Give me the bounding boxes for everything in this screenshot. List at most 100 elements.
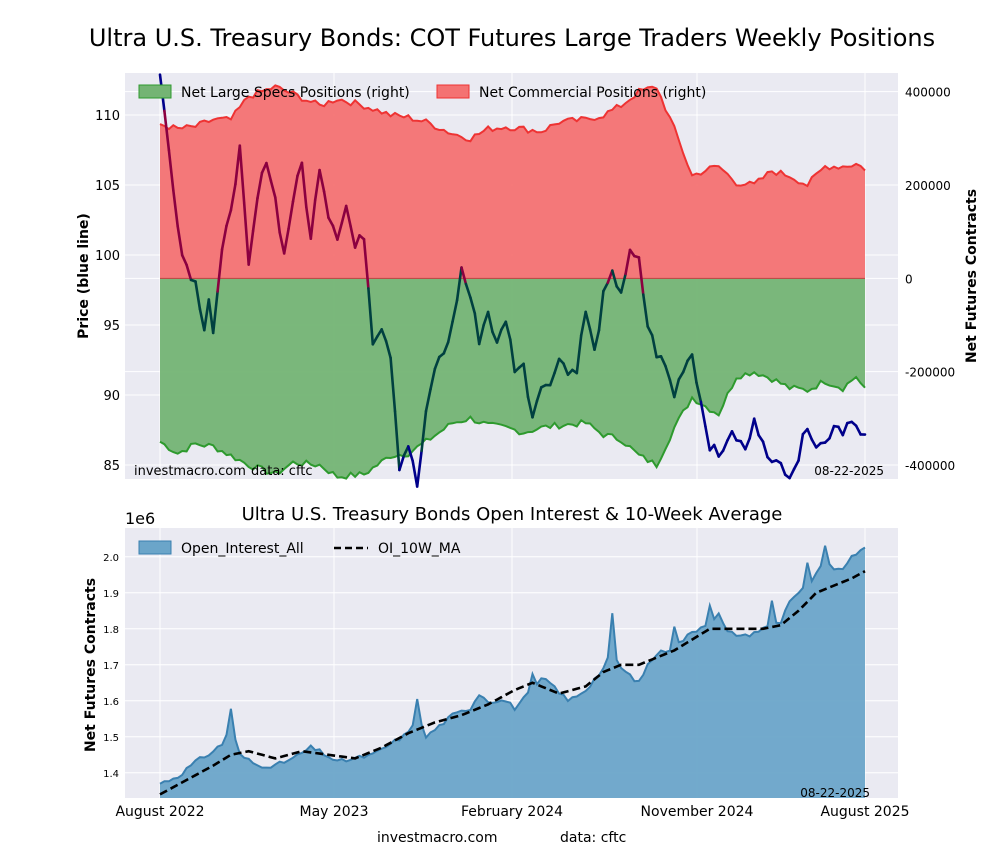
price-segment	[406, 445, 415, 463]
price-segment	[353, 234, 361, 249]
oi-tick-label: 1.6	[103, 697, 119, 708]
price-segment	[185, 263, 193, 282]
price-segment	[176, 225, 184, 257]
oi-tick-label: 1.4	[103, 769, 119, 780]
price-segment	[464, 282, 472, 299]
price-segment	[420, 409, 428, 453]
price-segment	[486, 310, 494, 334]
price-segment	[806, 427, 814, 441]
bottom-offset-text: 1e6	[125, 509, 155, 528]
legend-commercial-swatch	[436, 84, 470, 99]
bottom-panel: Ultra U.S. Treasury Bonds Open Interest …	[83, 504, 910, 820]
top-right-axis-label: Net Futures Contracts	[964, 189, 980, 363]
bottom-series	[159, 545, 866, 798]
oi-tick-label: 1.9	[103, 589, 119, 600]
price-segment	[318, 168, 326, 193]
price-segment	[730, 429, 738, 442]
open-interest-area	[160, 545, 865, 798]
bottom-left-ticks: 1.4 1.5 1.6 1.7 1.8 1.9 2.0	[103, 553, 119, 780]
price-segment	[455, 266, 463, 302]
price-segment	[340, 204, 348, 225]
price-segment	[619, 272, 627, 294]
price-segment	[593, 328, 601, 352]
price-segment	[216, 247, 224, 293]
price-segment	[384, 339, 392, 360]
date-tick-label: February 2024	[461, 804, 563, 820]
price-segment	[535, 385, 543, 403]
date-tick-label: November 2024	[641, 804, 754, 820]
price-tick-label: 110	[95, 109, 120, 124]
oi-tick-label: 2.0	[103, 553, 119, 564]
price-tick-label: 85	[103, 459, 120, 474]
price-segment	[273, 196, 282, 234]
price-segment	[788, 467, 796, 480]
price-segment	[282, 227, 290, 255]
oi-tick-label: 1.7	[103, 661, 119, 672]
price-segment	[469, 296, 477, 315]
price-segment	[389, 356, 397, 413]
price-segment	[211, 290, 219, 335]
price-segment	[167, 148, 175, 192]
legend-oi-swatch	[138, 540, 172, 555]
price-segment	[393, 409, 401, 472]
price-segment	[172, 188, 179, 228]
price-segment	[291, 174, 299, 203]
legend-oi-label: Open_Interest_All	[181, 541, 304, 557]
price-segment	[646, 325, 654, 337]
price-segment	[757, 433, 765, 443]
contracts-tick-label: 0	[905, 272, 913, 286]
price-segment	[690, 353, 698, 385]
price-segment	[446, 320, 454, 344]
price-segment	[664, 364, 672, 382]
date-tick-label: August 2022	[115, 804, 204, 820]
price-segment	[203, 298, 211, 332]
oi-10w-ma-line	[159, 570, 866, 796]
price-segment	[668, 378, 676, 399]
price-segment	[415, 449, 423, 488]
legend-specs-label: Net Large Specs Positions (right)	[181, 85, 410, 101]
price-segment	[229, 183, 237, 212]
price-segment	[331, 224, 339, 241]
price-segment	[712, 443, 721, 458]
price-segment	[344, 204, 353, 228]
price-segment	[641, 293, 650, 328]
price-segment	[362, 237, 370, 290]
price-segment	[238, 144, 246, 205]
price-segment	[367, 287, 375, 346]
price-segment	[429, 367, 437, 391]
price-segment	[752, 417, 760, 437]
price-segment	[433, 355, 441, 371]
price-segment	[451, 298, 459, 323]
price-segment	[398, 454, 406, 472]
top-panel: 85 90 95 100 105 110 -400000 -200000 0 200000 400…	[76, 73, 980, 488]
specs-line	[159, 371, 866, 480]
bottom-axis-label: Net Futures Contracts	[83, 578, 99, 752]
price-segment	[225, 208, 233, 228]
top-left-axis-label: Price (blue line)	[76, 213, 92, 339]
contracts-tick-label: -200000	[905, 366, 955, 380]
price-segment	[309, 198, 317, 240]
price-segment	[371, 335, 379, 346]
price-tick-label: 95	[103, 319, 120, 334]
oi-tick-label: 1.5	[103, 733, 119, 744]
date-tick-label: May 2023	[299, 804, 368, 820]
price-segment	[548, 371, 556, 387]
price-segment	[380, 328, 388, 343]
top-right-ticks: -400000 -200000 0 200000 400000	[905, 86, 955, 473]
price-segment	[659, 354, 667, 368]
price-segment	[251, 196, 259, 233]
specs-area	[160, 278, 865, 479]
price-segment	[841, 421, 849, 437]
price-segment	[504, 320, 512, 341]
price-segment	[300, 161, 308, 209]
top-date-stamp: 08-22-2025	[814, 464, 884, 478]
price-segment	[278, 231, 286, 255]
price-segment	[477, 323, 486, 346]
price-segment	[597, 289, 605, 332]
contracts-tick-label: 400000	[905, 86, 951, 100]
price-tick-label: 90	[103, 389, 120, 404]
price-segment	[287, 200, 295, 230]
bottom-x-ticks: August 2022 May 2023 February 2024 November…	[115, 804, 909, 820]
legend-specs-swatch	[138, 84, 172, 99]
top-legend: Net Large Specs Positions (right) Net Co…	[138, 84, 706, 101]
